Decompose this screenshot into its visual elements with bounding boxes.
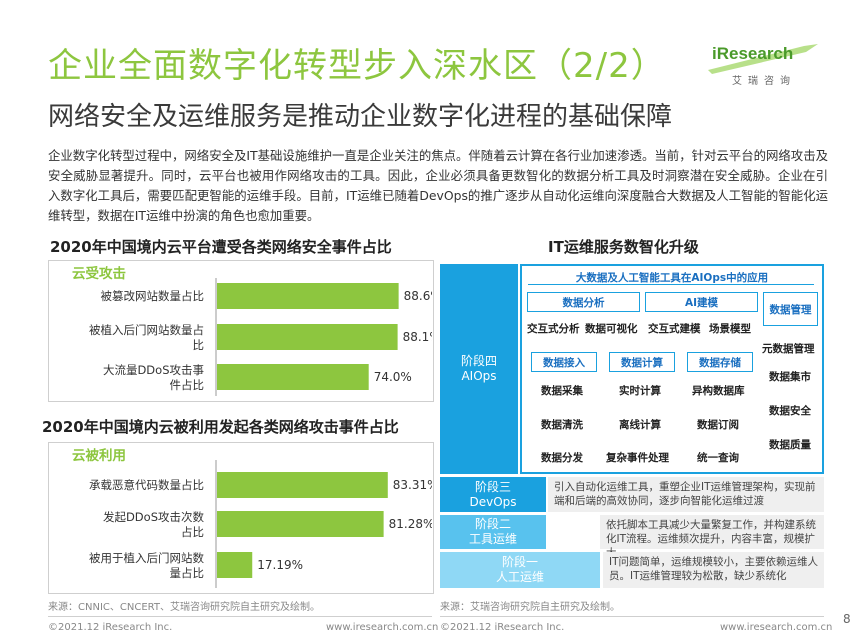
tag-data-analysis: 数据分析 [527,292,640,312]
copyright-left: ©2021.12 iResearch Inc. [48,622,173,633]
stage2-box: 阶段二 工具运维 [440,515,546,549]
chart1-box [48,260,434,402]
url-left[interactable]: www.iresearch.com.cn [326,622,439,633]
aiops-divider [528,284,814,285]
chart1-value-label-2: 74.0% [374,370,412,384]
chart2-bar-2 [217,552,253,578]
chart1-bar-0 [217,283,399,309]
stage1-desc: IT问题简单，运维规模较小，主要依赖运维人员。IT运维管理较为松散，缺少系统化 [603,552,824,588]
item-cleaning: 数据清洗 [541,419,583,431]
logo-swoosh-icon [708,44,818,74]
chart1-category-label-0: 被篡改网站数量占比 [101,289,205,303]
item-offline: 离线计算 [619,419,661,431]
aiops-panel [520,264,824,474]
stage3-box: 阶段三 DevOps [440,477,546,512]
chart1-plot: 88.6% 被篡改网站数量占比 88.1% 被植入后门网站数量占比 74.0% 大流量DD… [89,278,432,396]
tag-ai-modeling: AI建模 [645,292,758,312]
stage3-desc: 引入自动化运维工具，重塑企业IT运维管理架构，实现前端和后端的高效协同，逐步向智… [548,477,824,512]
stage4-box: 阶段四 AIOps [440,264,518,474]
source-left: 来源：CNNIC、CNCERT、艾瑞咨询研究院自主研究及绘制。 [48,602,320,613]
item-metadata: 元数据管理 [762,343,815,355]
chart1-bar-2 [217,364,369,390]
copyright-right: ©2021.12 iResearch Inc. [440,622,565,633]
chart2-category-label-2: 被用于植入后门网站数量占比 [89,551,204,580]
item-collection: 数据采集 [541,385,583,397]
stage4-line2: AIOps [461,369,497,383]
page-title: 企业全面数字化转型步入深水区（2/2） [48,46,666,86]
chart1-value-label-1: 88.1% [403,330,432,344]
chart1-bar-1 [217,324,398,350]
page-number: 8 [843,612,851,626]
diagram-title: IT运维服务数智化升级 [548,238,699,256]
chart1-category-label-2: 大流量DDoS攻击事件占比 [103,363,204,392]
stage2-desc: 依托脚本工具减少大量繁复工作，并构建系统化IT流程。运维频次提升，内容丰富，规模… [600,515,824,559]
chart2-value-label-1: 81.28% [389,517,432,531]
chart2-bar-0 [217,472,388,498]
footer-divider-right [440,616,824,617]
stage1-box: 阶段一 人工运维 [440,552,600,588]
item-interactive-analysis: 交互式分析 [527,323,580,335]
logo-brand: iResearch [712,44,794,63]
item-data-security: 数据安全 [769,405,811,417]
chart1-value-label-0: 88.6% [404,289,432,303]
stage3-line2: DevOps [469,494,517,509]
item-realtime: 实时计算 [619,385,661,397]
chart2-value-label-0: 83.31% [393,478,432,492]
item-unified-query: 统一查询 [697,452,739,464]
item-data-mart: 数据集市 [769,371,811,383]
chart1-title: 2020年中国境内云平台遭受各类网络安全事件占比 [50,238,392,256]
logo-sub: 艾瑞咨询 [732,76,796,87]
stage4-line1: 阶段四 [460,354,497,368]
item-scene-model: 场景模型 [709,323,751,335]
stage2-line1: 阶段二 [474,517,511,531]
stage1-line1: 阶段一 [501,555,538,569]
item-distribution: 数据分发 [541,452,583,464]
item-hetero-db: 异构数据库 [692,385,745,397]
chart2-category-label-1: 发起DDoS攻击次数占比 [103,510,205,539]
stage1-line2: 人工运维 [495,570,544,584]
item-interactive-modeling: 交互式建模 [648,323,701,335]
source-right: 来源：艾瑞咨询研究院自主研究及绘制。 [440,602,620,613]
item-visualization: 数据可视化 [585,323,638,335]
stage3-line1: 阶段三 [474,479,511,494]
chart2-plot: 83.31% 承载恶意代码数量占比 81.28% 发起DDoS攻击次数占比 17.19%… [89,460,432,588]
chart2-bar-1 [217,511,384,537]
chart2-box [48,442,434,594]
footer-divider-left [48,616,432,617]
iresearch-logo: iResearch 艾瑞咨询 [706,40,826,96]
page-subtitle: 网络安全及运维服务是推动企业数字化进程的基础保障 [48,102,673,132]
chart2-title: 2020年中国境内云被利用发起各类网络攻击事件占比 [42,418,399,436]
chart1-group-label: 云受攻击 [72,266,126,282]
chart1-category-label-1: 被植入后门网站数量占比 [89,323,204,352]
stage2-line2: 工具运维 [468,532,517,546]
url-right[interactable]: www.iresearch.com.cn [720,622,833,633]
intro-paragraph: 企业数字化转型过程中，网络安全及IT基础设施维护一直是企业关注的焦点。伴随着云计… [48,148,828,223]
tag-data-management: 数据管理 [763,292,818,326]
tag-data-compute: 数据计算 [609,352,675,372]
tag-data-storage: 数据存储 [687,352,753,372]
chart2-category-label-0: 承载恶意代码数量占比 [89,478,204,492]
chart2-value-label-2: 17.19% [257,558,303,572]
item-cep: 复杂事件处理 [606,452,669,464]
chart2-group-label: 云被利用 [72,448,126,464]
item-subscription: 数据订阅 [697,419,739,431]
tag-data-access: 数据接入 [531,352,597,372]
aiops-header: 大数据及人工智能工具在AIOps中的应用 [575,272,769,284]
item-data-quality: 数据质量 [769,439,811,451]
